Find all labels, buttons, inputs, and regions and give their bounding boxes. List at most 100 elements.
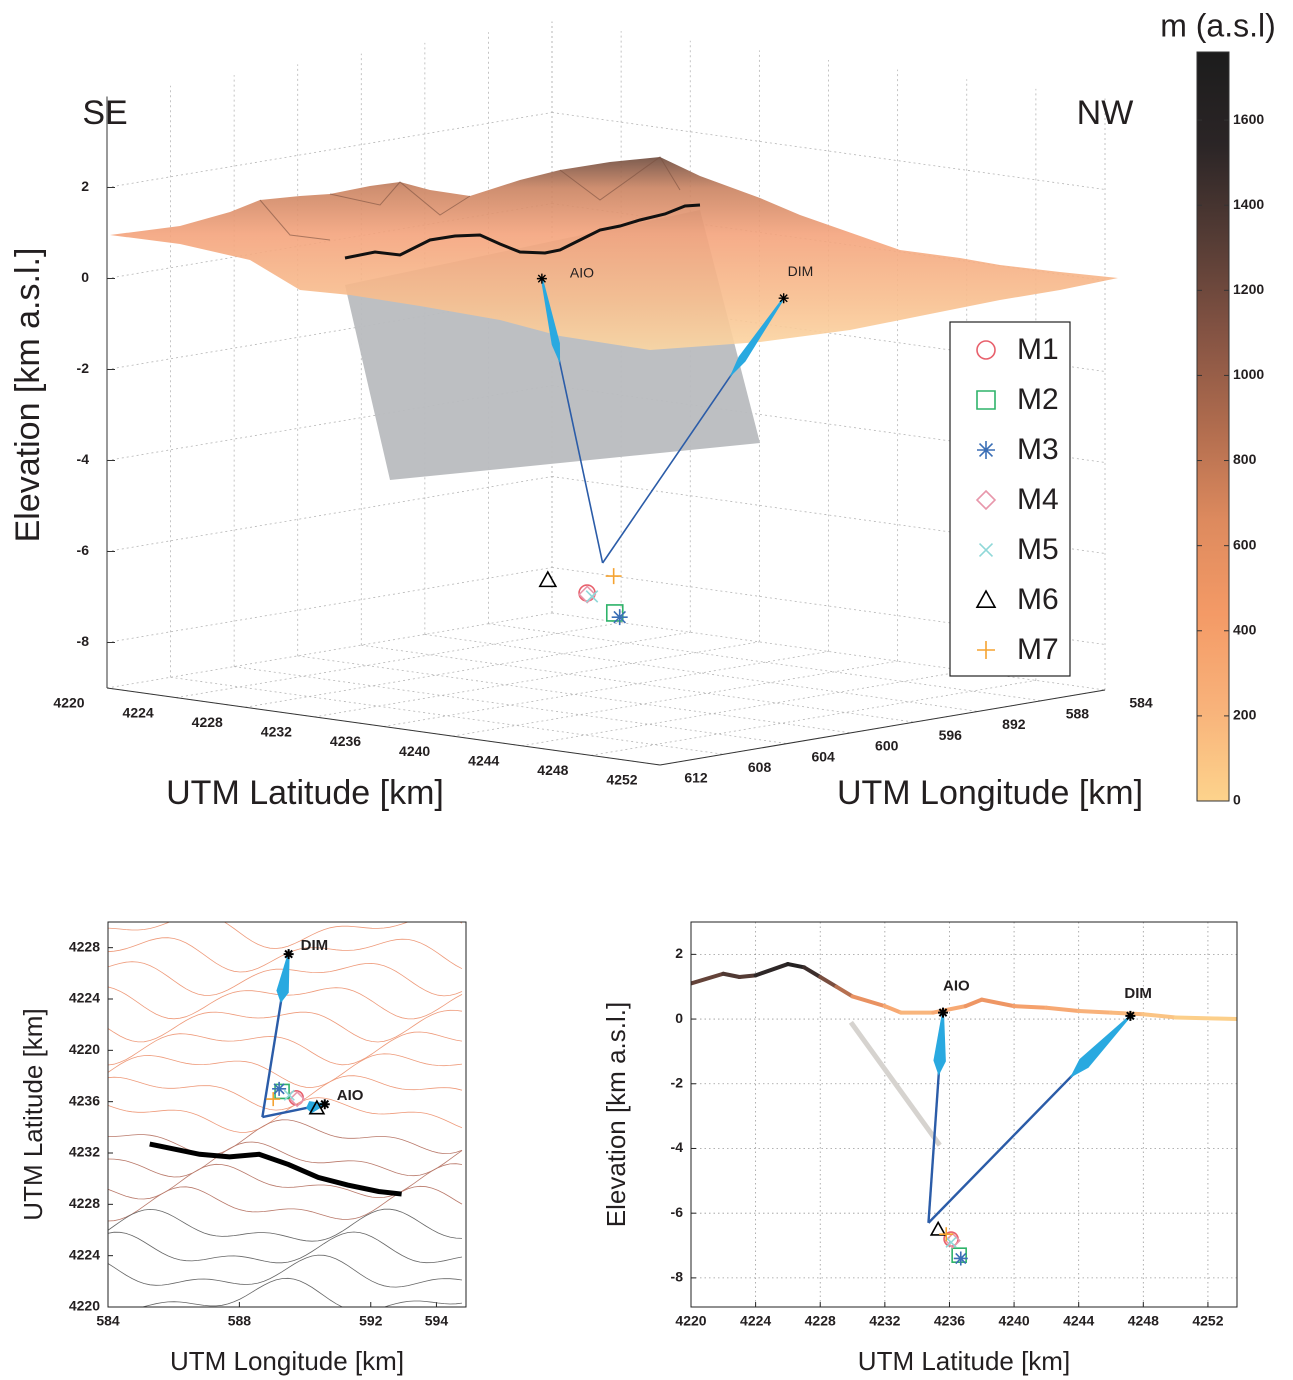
topography-line [785, 962, 807, 970]
map-content: AIO DIM [108, 922, 463, 1307]
z-axis-title: Elevation [km a.s.l.] [9, 248, 47, 543]
x-tick-label: 4236 [330, 733, 361, 749]
grid-line [106, 112, 553, 188]
x-axis-title: UTM Latitude [km] [166, 774, 444, 812]
z-tick-label: -4 [77, 451, 90, 467]
panel-map: 584 588 592 594 4220 4224 4228 4232 4236 4220 4224… [18, 921, 467, 1376]
y-tick-label: 892 [1002, 716, 1026, 732]
surface-trace [344, 203, 701, 260]
station-marker [1125, 1010, 1136, 1021]
legend-label: M1 [1017, 333, 1059, 366]
y-tick-label: 4224 [69, 1246, 100, 1262]
x-tick-label: 592 [359, 1313, 383, 1329]
x-tick-label: 4224 [740, 1313, 771, 1329]
x-tick-label: 588 [228, 1313, 252, 1329]
y-tick-label: -6 [671, 1204, 684, 1220]
x-tick-label: 4228 [192, 714, 223, 730]
y-tick-label: -2 [671, 1074, 684, 1090]
point [585, 590, 599, 603]
y-tick-label: 0 [675, 1010, 683, 1026]
x-tick-label: 4224 [123, 704, 154, 720]
station-marker [283, 949, 294, 960]
contour-line [108, 1119, 463, 1156]
legend-label: M6 [1017, 583, 1059, 616]
colorbar-tick-label: 0 [1233, 792, 1241, 808]
annotation: SE [82, 94, 127, 132]
legend-marker [977, 441, 995, 459]
ray-arrow [540, 278, 561, 364]
y-tick-label: 612 [684, 770, 708, 786]
point [939, 1227, 954, 1242]
legend-marker [976, 340, 996, 360]
plot-frame [107, 921, 467, 1308]
point [283, 1089, 295, 1101]
ray-arrow [1069, 1015, 1132, 1078]
legend-marker [978, 542, 994, 558]
annotation: NW [1077, 94, 1134, 132]
grid-line [170, 676, 724, 755]
station-marker [536, 273, 547, 284]
station-label: AIO [570, 264, 594, 280]
x-tick-label: 4220 [53, 695, 84, 711]
topography-line [979, 997, 1017, 1009]
topography-line [691, 971, 726, 986]
topography-line [818, 975, 839, 989]
station-label: DIM [788, 263, 814, 279]
grid-line [361, 644, 915, 723]
point [538, 570, 558, 588]
y-tick-label: 584 [1129, 695, 1153, 711]
contour-line [108, 1185, 463, 1222]
station-marker [778, 293, 789, 304]
axis-line [106, 687, 661, 766]
colorbar-tick-label: 1000 [1233, 366, 1264, 382]
fault-trace [149, 1141, 402, 1197]
contour-line [108, 1231, 463, 1264]
point [266, 1092, 281, 1107]
colorbar-tick-label: 600 [1233, 536, 1257, 552]
point [308, 1099, 326, 1115]
y-axis-title: Elevation [km a.s.l.] [601, 1002, 631, 1227]
point [611, 609, 628, 626]
legend-label: M7 [1017, 633, 1059, 666]
grid-line [488, 623, 1042, 702]
x-tick-label: 4248 [1128, 1313, 1159, 1329]
contour-line [108, 1254, 463, 1288]
contour-line [108, 1009, 463, 1043]
contour-line [108, 1031, 463, 1066]
grid-line [297, 655, 851, 734]
grid-line [551, 612, 1106, 691]
grid-line [106, 567, 553, 643]
topography-line [1173, 1015, 1237, 1022]
contour-line [108, 1163, 463, 1200]
colorbar-tick-label: 800 [1233, 451, 1257, 467]
x-tick-label: 4228 [805, 1313, 836, 1329]
grid-line [234, 666, 788, 744]
y-tick-label: 600 [875, 738, 899, 754]
grid-line [424, 634, 978, 712]
legend-marker [977, 641, 995, 659]
axis-line [659, 689, 1106, 766]
grid-line [245, 631, 691, 708]
station-label: DIM [1124, 985, 1152, 1002]
legend-label: M3 [1017, 433, 1059, 466]
station-marker [938, 1007, 948, 1018]
grid-line [106, 612, 553, 689]
plot-frame [690, 921, 1238, 1308]
legend-label: M2 [1017, 383, 1059, 416]
grid-line [106, 476, 553, 552]
ray-arrow [729, 297, 785, 378]
fault-line [848, 1020, 942, 1147]
topography-line [931, 1004, 968, 1015]
y-tick-label: -4 [671, 1139, 684, 1155]
grid-line [452, 660, 898, 737]
point [578, 585, 597, 604]
x-tick-label: 4248 [537, 762, 568, 778]
topography-line [1076, 1008, 1113, 1015]
y-tick-label: 596 [939, 727, 963, 743]
x-tick-label: 4232 [869, 1313, 900, 1329]
point [951, 1247, 967, 1264]
grid-line [551, 112, 1106, 190]
contour-line [108, 1277, 463, 1307]
legend-marker [975, 589, 997, 608]
contour-line [108, 1141, 463, 1178]
